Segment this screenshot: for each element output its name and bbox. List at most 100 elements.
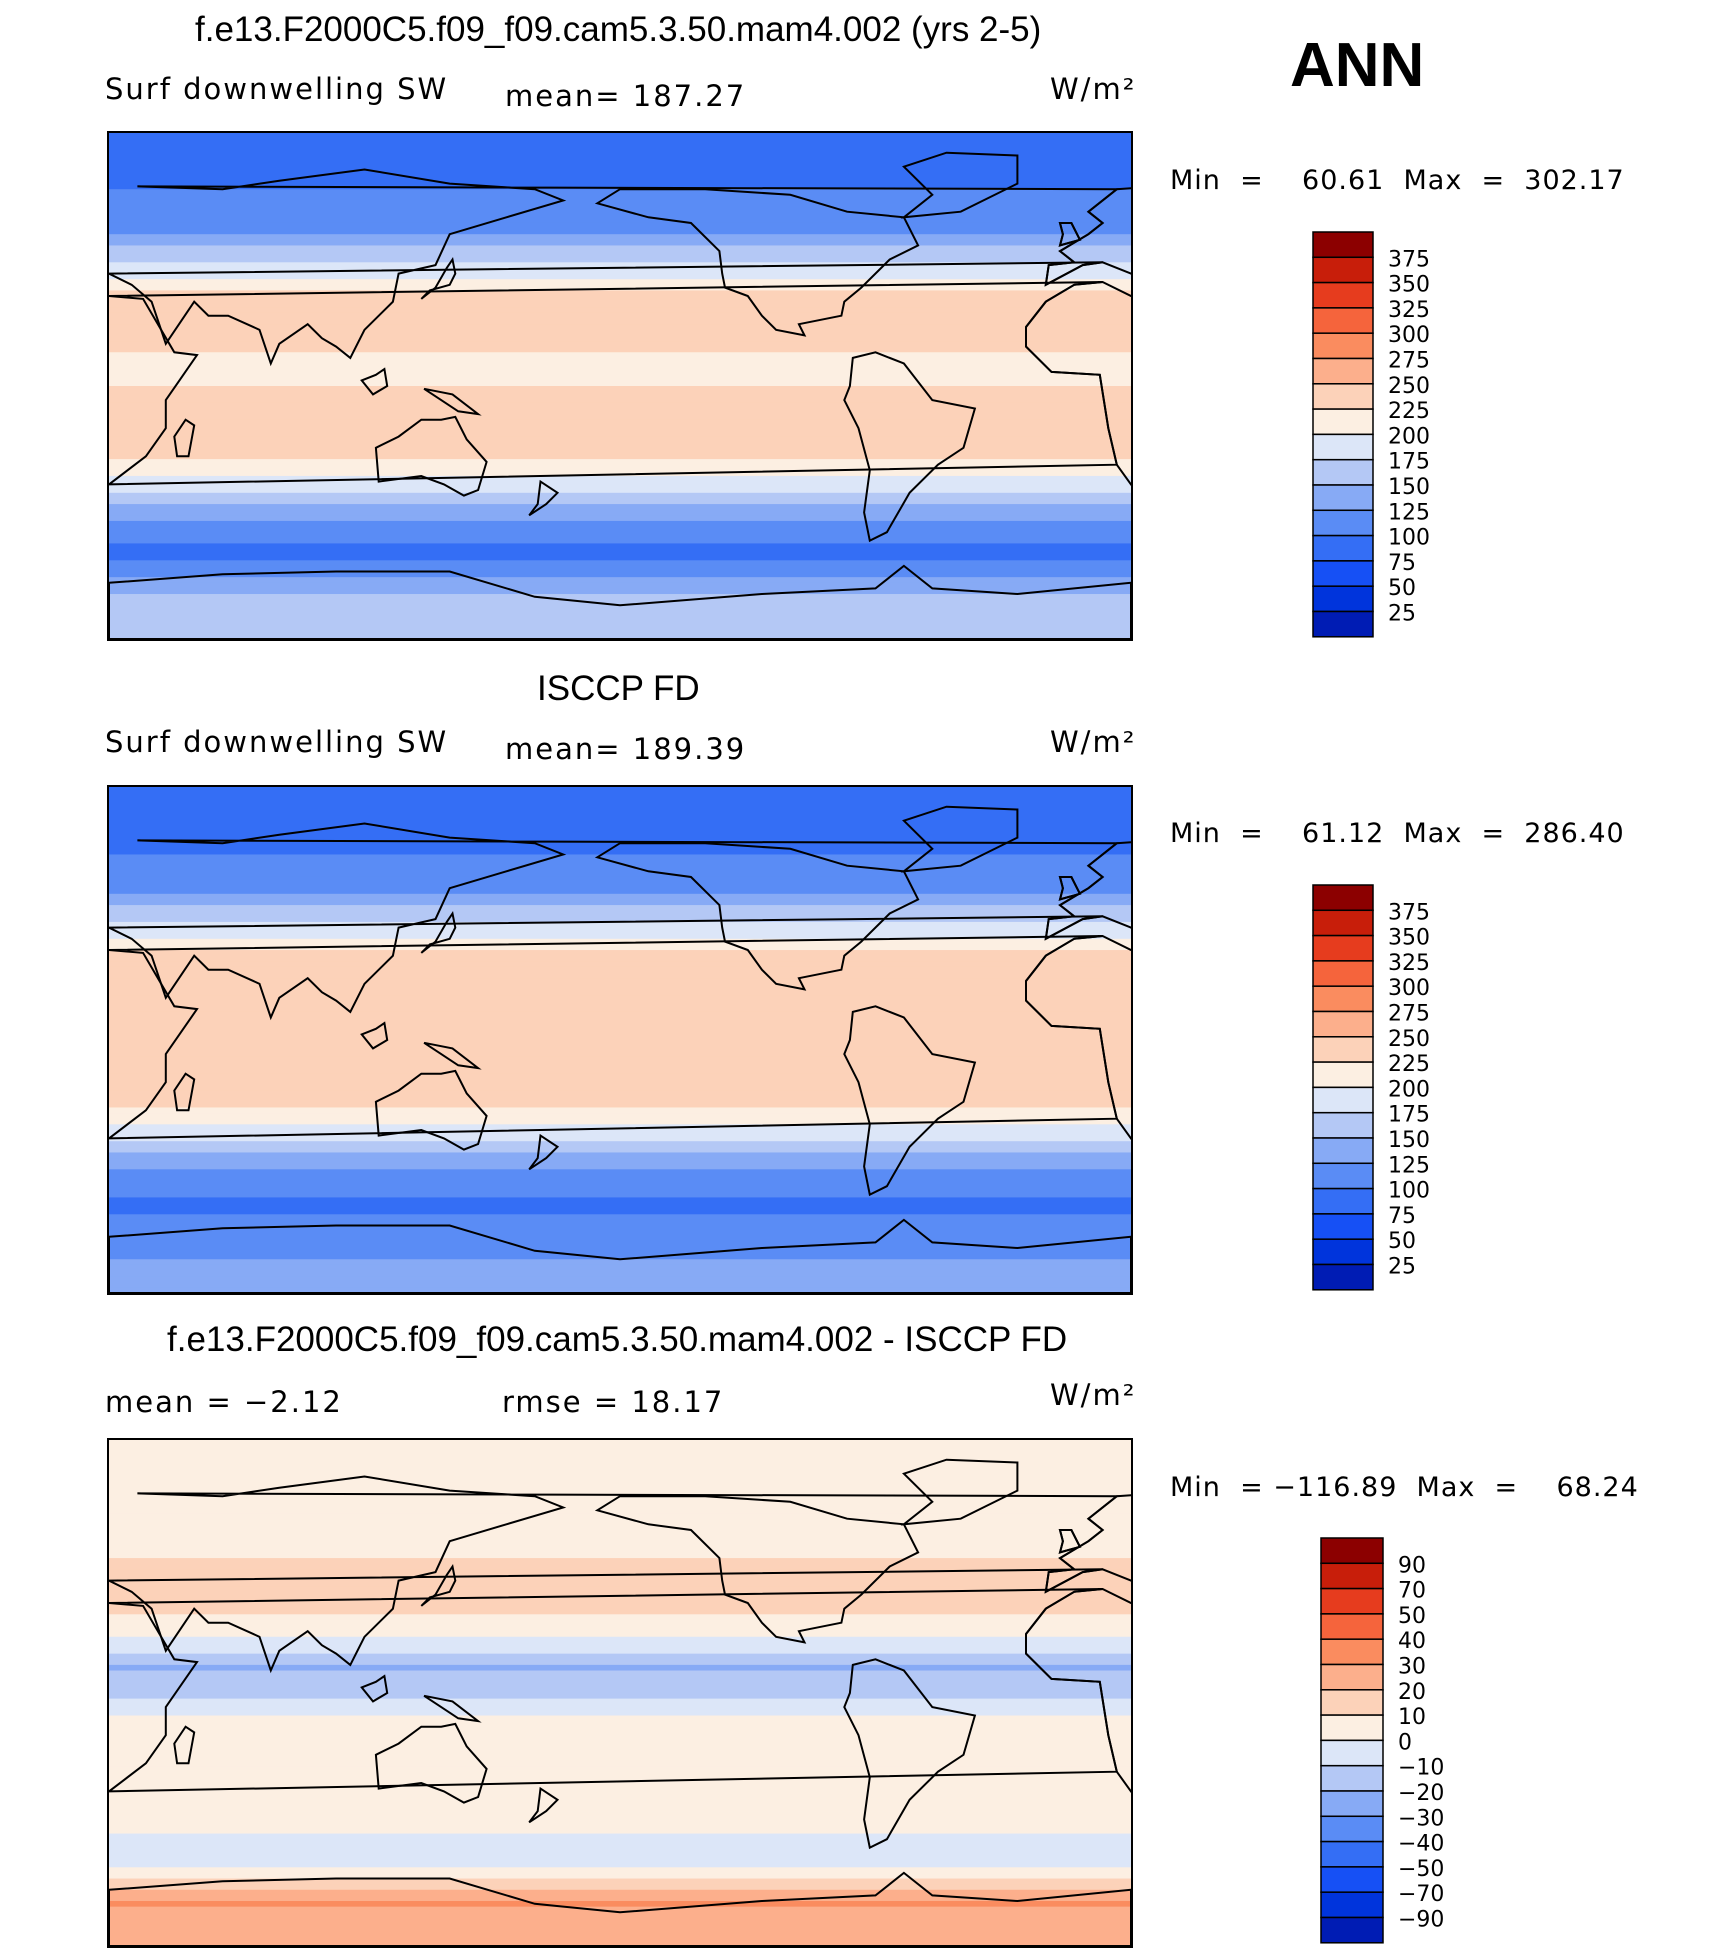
zonal-band [109, 865, 1131, 872]
zonal-band [109, 1017, 1131, 1024]
zonal-band [109, 402, 1131, 410]
zonal-band [109, 961, 1131, 968]
zonal-band [109, 1558, 1131, 1565]
colorbar-tick-label: −90 [1398, 1907, 1444, 1932]
coastline [423, 1694, 482, 1723]
zonal-band [109, 1146, 1131, 1154]
zonal-band [109, 447, 1131, 455]
zonal-band [109, 1264, 1131, 1272]
zonal-band [109, 1152, 1131, 1159]
zonal-band [109, 1586, 1131, 1593]
zonal-band [109, 1051, 1131, 1058]
zonal-band [109, 1507, 1131, 1514]
zonal-band [109, 222, 1131, 230]
zonal-band [109, 1484, 1131, 1492]
zonal-band [109, 1574, 1131, 1582]
panel-2-map [107, 785, 1133, 1295]
zonal-band [109, 1186, 1131, 1193]
colorbar-swatch [1312, 560, 1374, 587]
colorbar-tick-label: 20 [1398, 1680, 1426, 1705]
zonal-band [109, 1659, 1131, 1666]
zonal-band [109, 1445, 1131, 1452]
coastline [1058, 222, 1082, 247]
zonal-band [109, 854, 1131, 861]
zonal-band [109, 893, 1131, 901]
zonal-band [109, 1721, 1131, 1728]
zonal-band [109, 515, 1131, 522]
colorbar-tick-label: −10 [1398, 1756, 1444, 1781]
zonal-band [109, 1676, 1131, 1683]
zonal-band [109, 1473, 1131, 1480]
zonal-band [109, 352, 1131, 359]
zonal-band [109, 1107, 1131, 1114]
colorbar-tick-label: 325 [1388, 951, 1430, 976]
colorbar-tick-label: 100 [1388, 1179, 1430, 1204]
zonal-band [109, 1687, 1131, 1694]
colorbar-tick-label: −30 [1398, 1806, 1444, 1831]
zonal-band [109, 843, 1131, 850]
zonal-band [109, 492, 1131, 500]
coastline [594, 188, 920, 337]
colorbar-swatch [1312, 985, 1374, 1013]
zonal-band [109, 1631, 1131, 1638]
zonal-band [109, 498, 1131, 505]
zonal-band [109, 149, 1131, 157]
zonal-band [109, 554, 1131, 561]
colorbar-swatch [1312, 1111, 1374, 1139]
colorbar-swatch [1320, 1790, 1384, 1818]
zonal-band [109, 1648, 1131, 1655]
zonal-band [109, 1760, 1131, 1767]
colorbar-swatch [1320, 1764, 1384, 1792]
colorbar-swatch [1312, 960, 1374, 987]
zonal-band [109, 633, 1131, 639]
zonal-band [109, 532, 1131, 539]
zonal-band [109, 414, 1131, 421]
coastline [1058, 876, 1082, 901]
zonal-band [109, 1895, 1131, 1902]
coastline [374, 1722, 488, 1804]
zonal-band [109, 1236, 1131, 1243]
zonal-band [109, 1000, 1131, 1007]
coastline [843, 1658, 977, 1850]
panel-2-variable-label: Surf downwelling SW [105, 725, 449, 759]
zonal-band [109, 910, 1131, 917]
zonal-band [109, 329, 1131, 336]
zonal-band [109, 1929, 1131, 1936]
colorbar-swatch [1312, 1187, 1374, 1215]
zonal-band [109, 251, 1131, 258]
zonal-band [109, 1045, 1131, 1052]
zonal-band [109, 504, 1131, 511]
zonal-band [109, 809, 1131, 816]
zonal-band [109, 1940, 1131, 1946]
zonal-band [109, 363, 1131, 370]
zonal-band [109, 966, 1131, 974]
zonal-band [109, 1552, 1131, 1559]
colorbar-tick-label: 375 [1388, 247, 1430, 272]
zonal-band [109, 1231, 1131, 1238]
zonal-band [109, 324, 1131, 331]
zonal-band [109, 1597, 1131, 1604]
colorbar-tick-label: 125 [1388, 500, 1430, 525]
zonal-band [109, 1023, 1131, 1030]
zonal-band [109, 1203, 1131, 1210]
zonal-band [109, 537, 1131, 545]
zonal-band [109, 1090, 1131, 1097]
colorbar-tick-label: 175 [1388, 450, 1430, 475]
zonal-band [109, 267, 1131, 275]
panel-2-minmax-label: Min = 61.12 Max = 286.40 [1170, 818, 1625, 849]
zonal-band [109, 1006, 1131, 1013]
coastline [843, 1005, 977, 1197]
zonal-band [109, 1608, 1131, 1615]
colorbar-tick-label: 75 [1388, 1204, 1416, 1229]
zonal-band [109, 1766, 1131, 1773]
zonal-band [109, 560, 1131, 567]
zonal-band [109, 430, 1131, 438]
zonal-band [109, 397, 1131, 404]
colorbar-tick-label: −20 [1398, 1781, 1444, 1806]
zonal-band [109, 509, 1131, 516]
zonal-band [109, 1889, 1131, 1896]
zonal-band [109, 1174, 1131, 1182]
zonal-band [109, 1219, 1131, 1227]
zonal-band [109, 1028, 1131, 1035]
zonal-band [109, 605, 1131, 612]
